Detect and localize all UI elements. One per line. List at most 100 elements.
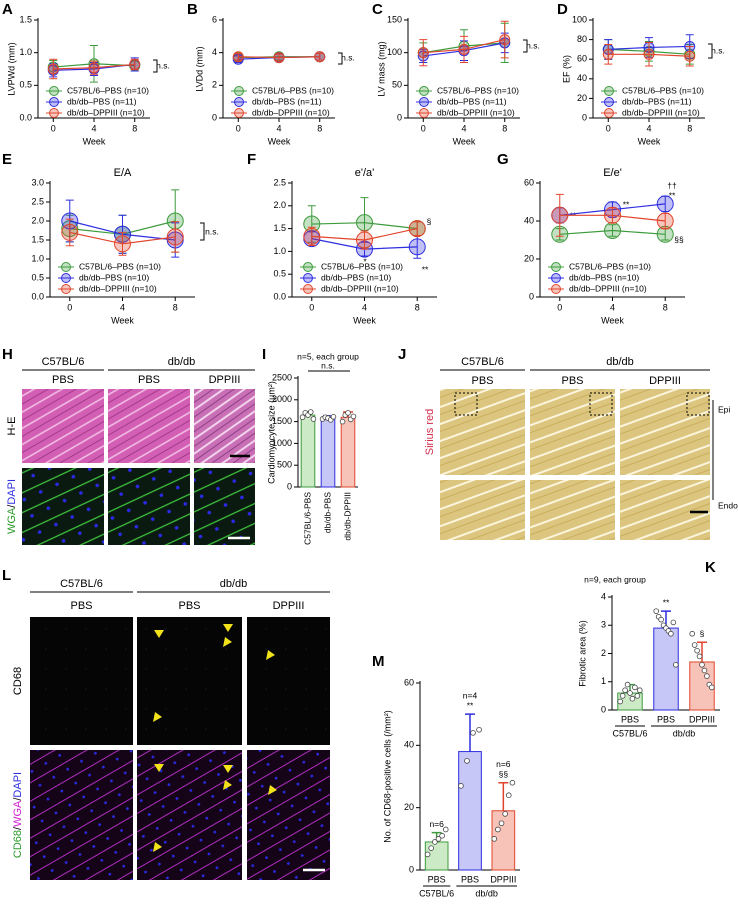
- panel-letter: J: [398, 346, 406, 363]
- x-tick-label: PBS: [657, 714, 675, 724]
- x-tick-label: 4: [91, 123, 96, 133]
- error-bar: [419, 39, 428, 67]
- data-point: [442, 826, 449, 833]
- group-label: C57BL/6: [461, 356, 504, 368]
- y-tick-label: 4: [212, 47, 217, 57]
- error-bar: [315, 52, 324, 61]
- panel-letter: M: [372, 653, 385, 670]
- y-tick-label: 20: [404, 802, 414, 812]
- x-axis-label: Week: [268, 136, 291, 146]
- x-tick-label: 8: [502, 123, 507, 133]
- data-point: [509, 779, 516, 786]
- y-tick-label: 40: [524, 215, 534, 225]
- data-point: [629, 695, 636, 702]
- data-point: [694, 647, 700, 654]
- micrograph: [137, 750, 242, 880]
- group-label: C57BL/6: [612, 728, 647, 738]
- chart-title: e'/a': [355, 167, 375, 179]
- legend-marker: [419, 108, 429, 118]
- data-point: [505, 792, 512, 798]
- y-tick-label: 0: [582, 112, 587, 122]
- y-tick-label: 1.5: [31, 234, 44, 244]
- y-tick-label: 40: [404, 740, 414, 750]
- panel-letter: L: [2, 567, 11, 584]
- data-point: [310, 416, 317, 422]
- panel-letter: K: [705, 559, 716, 576]
- x-tick-label: PBS: [461, 874, 479, 884]
- bar: [653, 627, 679, 711]
- row-label: H-E: [6, 417, 18, 436]
- bar-note: n=4: [463, 690, 478, 700]
- group-label: db/db: [606, 356, 634, 368]
- y-tick-label: 500: [277, 460, 292, 470]
- y-tick-label: 0.0: [31, 291, 44, 301]
- panel-letter: F: [247, 151, 256, 168]
- bar-note: **: [663, 597, 670, 607]
- row-label: Sirius red: [424, 409, 436, 455]
- data-point: [417, 47, 429, 59]
- bar: [300, 414, 316, 488]
- bar: [458, 751, 482, 871]
- x-tick-label: C57BL/6-PBS: [302, 492, 312, 545]
- legend-label: db/db–DPPIII (n=10): [252, 107, 330, 117]
- error-bar: [275, 53, 283, 62]
- y-tick-label: 100: [387, 47, 402, 57]
- micrograph: [247, 617, 330, 745]
- micrograph: [530, 480, 615, 540]
- legend-label: C57BL/6–PBS (n=10): [252, 85, 334, 95]
- bar-note: n=6: [429, 819, 444, 829]
- y-tick-label: 100: [572, 14, 587, 24]
- x-axis-label: Week: [453, 136, 476, 146]
- y-tick-label: 0: [529, 291, 534, 301]
- data-point: [408, 220, 426, 238]
- x-tick-label: 0: [421, 123, 426, 133]
- data-point: [307, 409, 314, 415]
- row-label-part: /: [6, 504, 18, 508]
- x-tick-label: 4: [461, 123, 466, 133]
- bracket: [523, 39, 528, 53]
- micrograph: [22, 468, 104, 545]
- error-bar: [460, 35, 468, 63]
- legend-marker: [604, 86, 614, 96]
- side-label: Epi: [718, 404, 730, 414]
- x-tick-label: 8: [663, 302, 668, 312]
- row-label: CD68/WGA/DAPI: [12, 772, 24, 858]
- data-point: [704, 673, 710, 679]
- annotation: n.s.: [205, 226, 219, 236]
- error-bar: [65, 218, 74, 247]
- x-tick-label: 4: [120, 302, 125, 312]
- column-label: DPPIII: [273, 600, 305, 612]
- x-tick-label: DPPIII: [490, 874, 516, 884]
- x-tick-label: PBS: [621, 714, 639, 724]
- data-point: [166, 228, 184, 246]
- legend-marker: [419, 86, 429, 96]
- y-tick-label: 60: [404, 677, 414, 687]
- data-point: [627, 690, 633, 696]
- x-tick-label: DPPIII: [689, 714, 715, 724]
- x-tick-label: 0: [51, 123, 56, 133]
- data-point: [350, 413, 357, 420]
- error-bar: [465, 713, 475, 752]
- annotation: n.s.: [341, 52, 355, 62]
- x-tick-label: 8: [317, 123, 322, 133]
- legend-marker: [604, 97, 614, 107]
- bar-note: §: [700, 628, 705, 638]
- data-point: [643, 48, 655, 60]
- bracket: [708, 43, 713, 59]
- annotation: ††: [667, 180, 677, 190]
- error-bar: [49, 58, 58, 80]
- y-tick-label: 6: [212, 14, 217, 24]
- x-tick-label: 8: [132, 123, 137, 133]
- legend-label: db/db–DPPIII (n=10): [321, 283, 399, 293]
- y-tick-label: 2500: [272, 372, 292, 382]
- x-axis-label: Week: [83, 136, 106, 146]
- legend-label: db/db–DPPIII (n=10): [437, 107, 515, 117]
- micrograph: [108, 389, 190, 463]
- error-bar: [90, 60, 98, 75]
- annotation: n.s.: [321, 360, 335, 370]
- data-point: [356, 214, 373, 232]
- micrograph: [30, 617, 133, 745]
- data-point: [604, 222, 621, 239]
- y-tick-label: 3.0: [31, 177, 44, 187]
- legend-label: C57BL/6–PBS (n=10): [569, 261, 651, 271]
